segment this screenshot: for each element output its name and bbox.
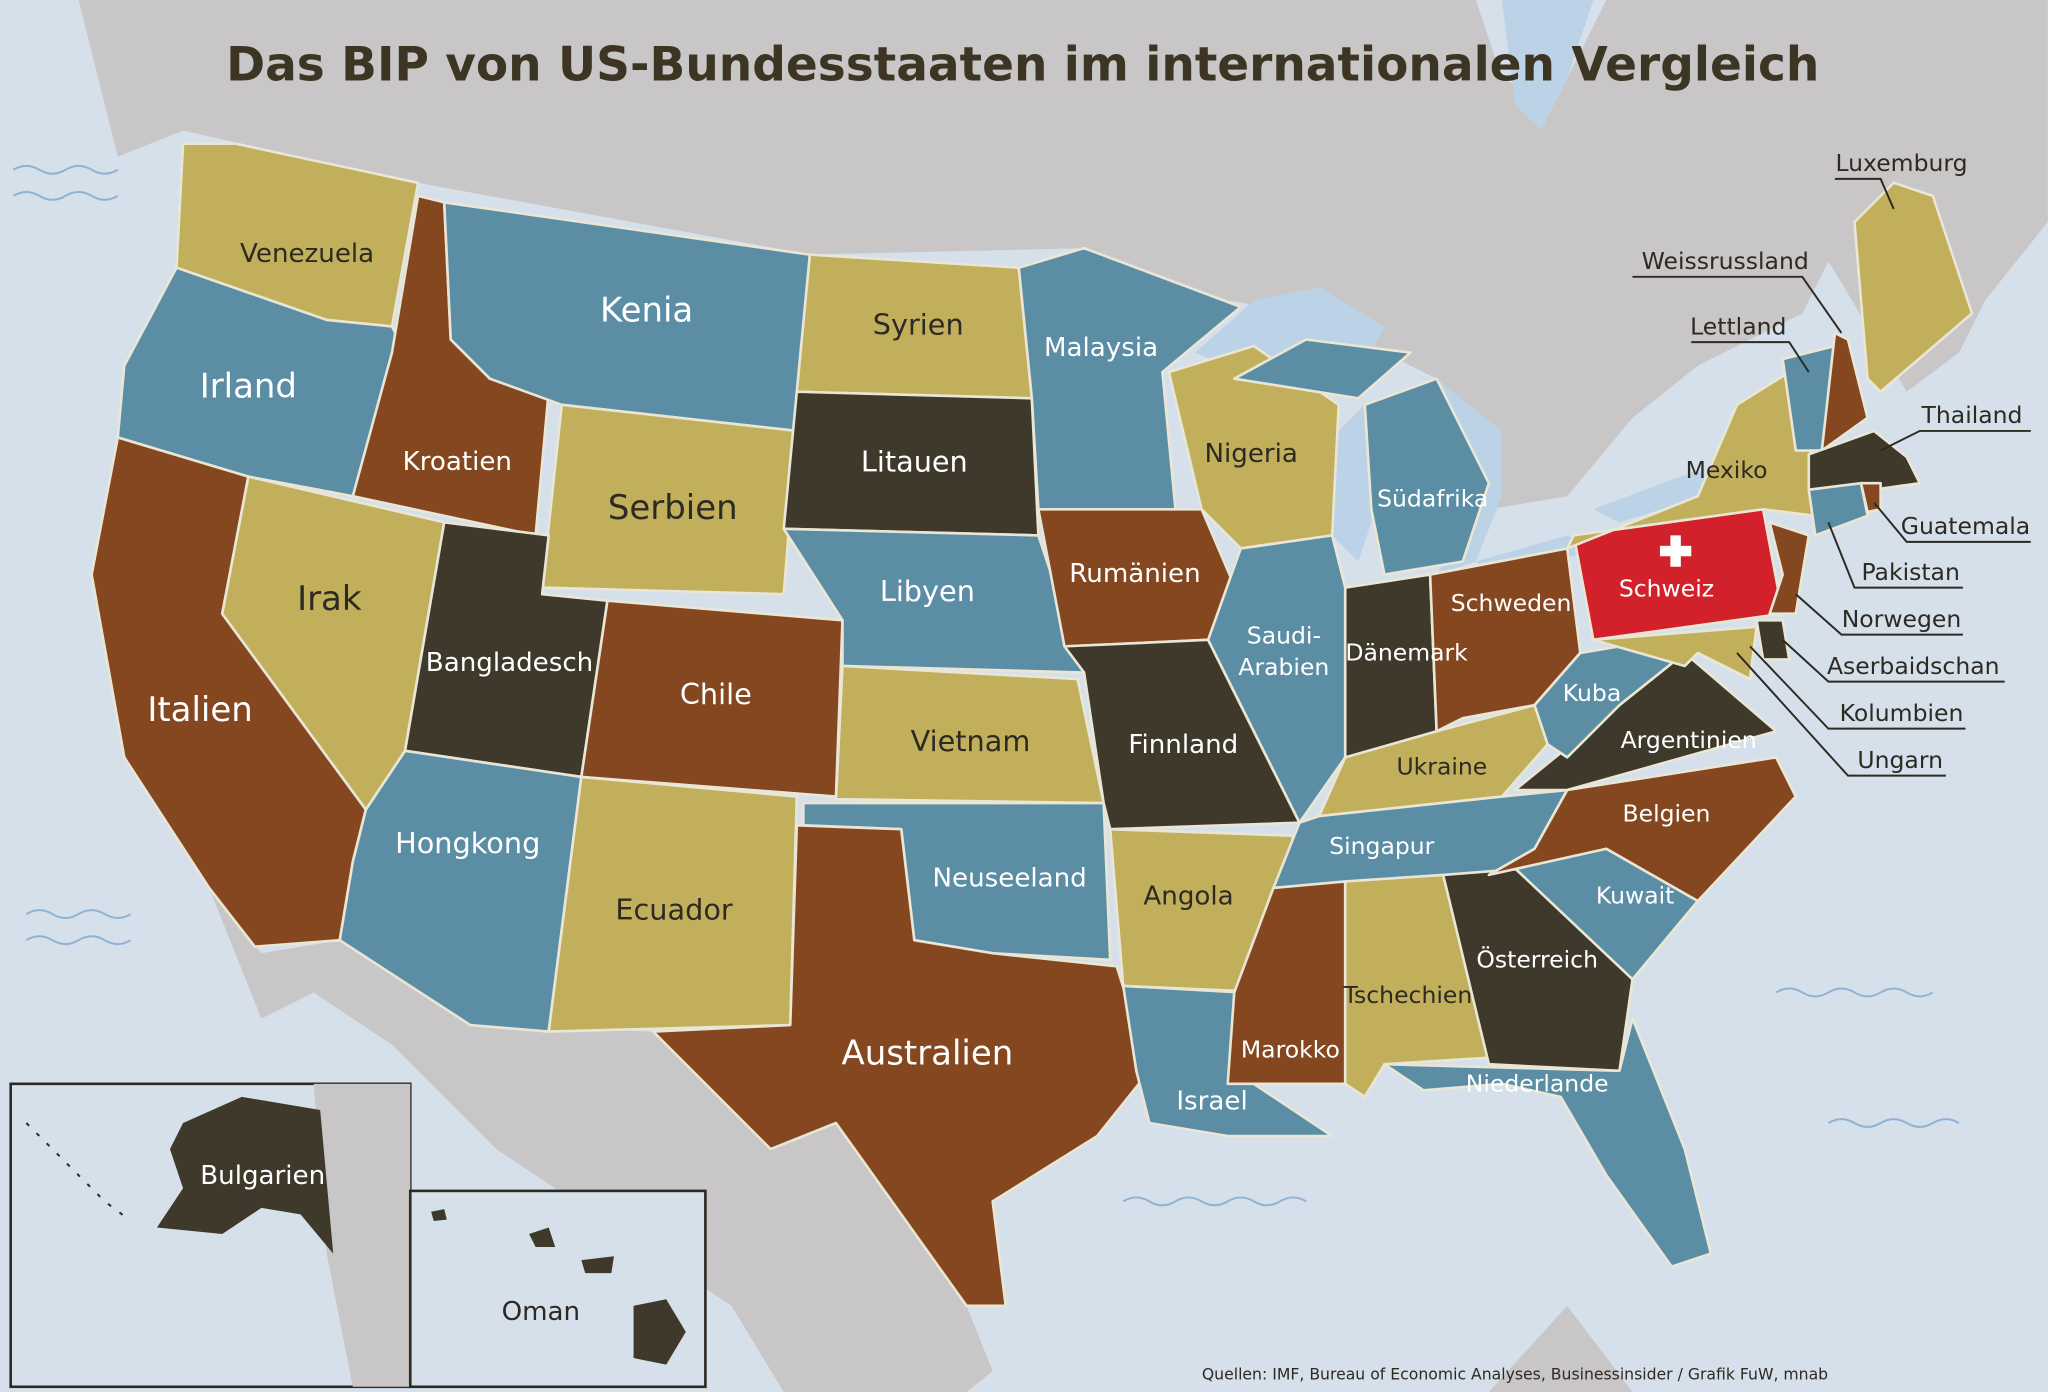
state-label: Kolumbien	[1840, 699, 1964, 727]
state-label: Malaysia	[1044, 333, 1158, 363]
state-label: Thailand	[1921, 401, 2023, 429]
state-label: Syrien	[873, 307, 964, 341]
state-label: Lettland	[1690, 312, 1786, 340]
state-label: Libyen	[880, 574, 975, 608]
state-label: Italien	[147, 690, 252, 730]
state-label: Venezuela	[240, 239, 374, 269]
leader-lines	[1632, 177, 2031, 777]
state-label: Dänemark	[1345, 639, 1468, 667]
state-label: Aserbaidschan	[1827, 652, 2000, 680]
state-label: Hongkong	[395, 826, 540, 860]
state-label: Vietnam	[911, 724, 1031, 758]
state-label: Tschechien	[1343, 981, 1473, 1009]
state-label: Nigeria	[1205, 439, 1298, 469]
state-label: Schweiz	[1619, 575, 1714, 603]
state-label: Marokko	[1241, 1036, 1340, 1064]
state-label: Schweden	[1451, 589, 1572, 617]
state-label: Belgien	[1623, 799, 1711, 827]
state-label: Singapur	[1329, 832, 1434, 860]
state-label: Ukraine	[1396, 752, 1487, 780]
title: Das BIP von US-Bundesstaaten im internat…	[226, 37, 1819, 92]
state-label: Niederlande	[1466, 1070, 1609, 1098]
state-label: Irak	[297, 579, 362, 619]
state-label: Angola	[1143, 882, 1233, 912]
state-label: Ungarn	[1857, 746, 1943, 774]
state-label: Finnland	[1128, 730, 1238, 760]
state-label: Luxemburg	[1835, 149, 1967, 177]
state-label: Arabien	[1238, 653, 1329, 681]
state-labels: Venezuela Irland Kroatien Kenia Serbien Itali…	[147, 149, 2030, 1327]
state-label: Serbien	[608, 488, 738, 528]
state-label: Mexiko	[1686, 456, 1768, 484]
state-label: Kuba	[1563, 679, 1621, 707]
state-label: Australien	[842, 1034, 1014, 1074]
state-label: Chile	[680, 677, 752, 711]
state-label: Ecuador	[615, 892, 733, 926]
state-label: Irland	[200, 366, 297, 406]
land-neighbors	[78, 0, 2048, 1392]
state-label: Pakistan	[1861, 558, 1959, 586]
waves	[12, 164, 1960, 1207]
state-label: Argentinien	[1621, 726, 1757, 754]
state-label: Kuwait	[1596, 882, 1675, 910]
state-label: Weissrussland	[1642, 247, 1809, 275]
state-label: Israel	[1176, 1087, 1247, 1117]
state-label: Neuseeland	[933, 863, 1087, 893]
state-label: Südafrika	[1377, 485, 1488, 513]
source: Quellen: IMF, Bureau of Economic Analyse…	[1202, 1365, 1828, 1384]
state-label: Litauen	[861, 445, 968, 479]
state-label: Oman	[502, 1297, 581, 1327]
state-label: Guatemala	[1901, 512, 2030, 540]
state-label: Norwegen	[1842, 605, 1962, 633]
state-label: Kenia	[600, 291, 693, 331]
state-label: Saudi-	[1247, 622, 1321, 650]
swiss-cross	[1659, 535, 1692, 567]
state-label: Kroatien	[403, 447, 512, 477]
state-label: Bangladesch	[426, 648, 593, 678]
state-label: Rumänien	[1069, 559, 1200, 589]
state-label: Österreich	[1476, 946, 1598, 974]
insets	[9, 1082, 707, 1389]
state-label: Bulgarien	[200, 1161, 325, 1191]
states	[90, 142, 1974, 1308]
